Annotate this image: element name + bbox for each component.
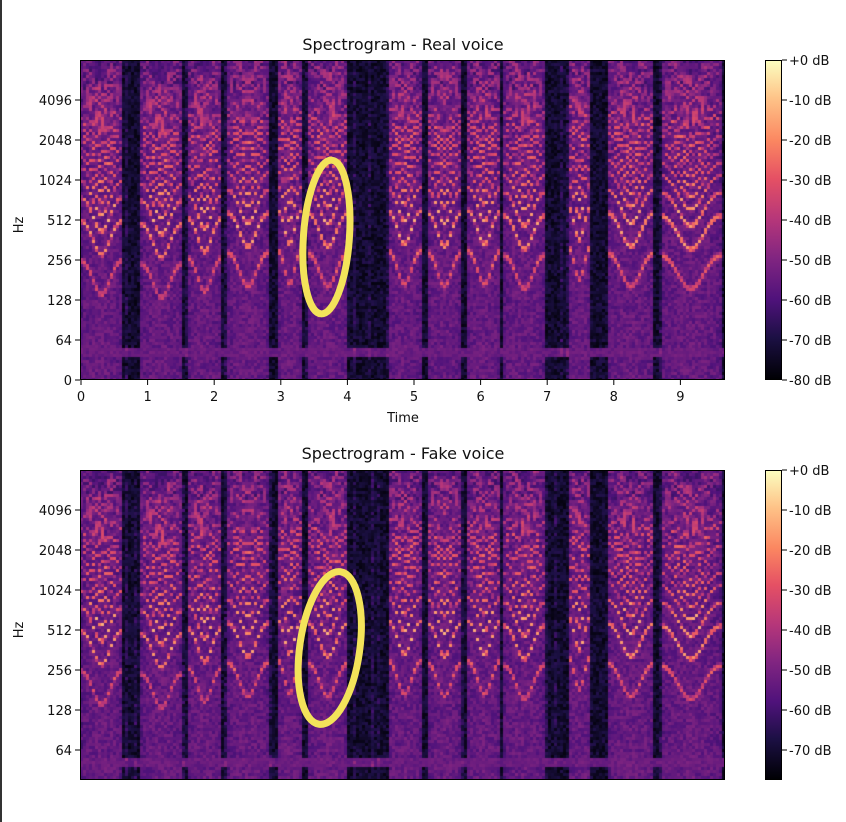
colorbar-tick-label: -80 dB [789, 374, 832, 389]
colorbar-tick-label: -70 dB [789, 744, 832, 759]
y-tick-label: 4096 [39, 504, 72, 519]
colorbar-tick-label: -50 dB [789, 664, 832, 679]
colorbar-tick-label: -10 dB [789, 94, 832, 109]
colorbar-tick-label: -40 dB [789, 624, 832, 639]
colorbar-tick-label: +0 dB [789, 54, 829, 69]
y-tick-label: 128 [47, 704, 72, 719]
x-tick-label: 0 [77, 390, 85, 405]
colorbar-tick-label: -50 dB [789, 254, 832, 269]
y-tick-label: 1024 [39, 174, 72, 189]
x-tick-label: 8 [610, 390, 618, 405]
window-edge [0, 0, 2, 822]
x-axis-label: Time [386, 411, 419, 426]
chart-title: Spectrogram - Real voice [302, 35, 504, 54]
y-tick-label: 64 [55, 334, 72, 349]
colorbar [765, 60, 782, 380]
colorbar-tick-label: -60 dB [789, 704, 832, 719]
colorbar-tick-label: +0 dB [789, 464, 829, 479]
colorbar [765, 470, 782, 780]
x-tick-label: 6 [476, 390, 484, 405]
colorbar-tick-label: -20 dB [789, 134, 832, 149]
colorbar-tick-label: -10 dB [789, 504, 832, 519]
y-tick-label: 512 [47, 214, 72, 229]
x-tick-label: 4 [343, 390, 351, 405]
axes: 0 64 128 256 512 1024 2048 4096 Hz 0 1 2 3 4 5 6 7 8 9 Time… [12, 54, 832, 426]
spectrogram-heatmap [80, 470, 725, 780]
y-tick-label: 256 [47, 254, 72, 269]
spectrogram-heatmap [80, 60, 725, 380]
x-tick-label: 5 [410, 390, 418, 405]
x-tick-label: 9 [676, 390, 684, 405]
colorbar-tick-label: -60 dB [789, 294, 832, 309]
x-tick-label: 3 [277, 390, 285, 405]
y-tick-label: 64 [55, 744, 72, 759]
y-tick-label: 2048 [39, 134, 72, 149]
x-tick-label: 1 [143, 390, 151, 405]
y-axis-label: Hz [12, 622, 27, 639]
colorbar-tick-label: -20 dB [789, 544, 832, 559]
y-tick-label: 128 [47, 294, 72, 309]
y-tick-label: 2048 [39, 544, 72, 559]
x-tick-label: 2 [210, 390, 218, 405]
annotation-ellipse [294, 568, 365, 728]
y-tick-label: 0 [64, 374, 72, 389]
y-tick-label: 4096 [39, 94, 72, 109]
y-tick-label: 256 [47, 664, 72, 679]
colorbar-tick-label: -70 dB [789, 334, 832, 349]
y-axis-label: Hz [12, 217, 27, 234]
colorbar-tick-label: -30 dB [789, 584, 832, 599]
y-tick-label: 1024 [39, 584, 72, 599]
chart-title: Spectrogram - Fake voice [301, 444, 505, 463]
colorbar-tick-label: -40 dB [789, 214, 832, 229]
y-tick-label: 512 [47, 624, 72, 639]
annotation-ellipse [299, 156, 354, 318]
x-tick-label: 7 [543, 390, 551, 405]
colorbar-tick-label: -30 dB [789, 174, 832, 189]
